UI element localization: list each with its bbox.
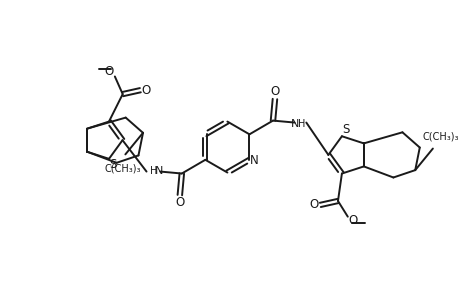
- Text: O: O: [309, 198, 319, 212]
- Text: O: O: [347, 214, 357, 227]
- Text: S: S: [341, 123, 349, 136]
- Text: N: N: [155, 166, 163, 176]
- Text: O: O: [270, 85, 279, 98]
- Text: O: O: [141, 84, 151, 97]
- Text: C(CH₃)₃: C(CH₃)₃: [421, 132, 458, 142]
- Text: H: H: [297, 118, 304, 128]
- Text: O: O: [104, 65, 113, 78]
- Text: O: O: [175, 196, 184, 209]
- Text: N: N: [291, 118, 299, 128]
- Text: N: N: [249, 154, 258, 167]
- Text: C(CH₃)₃: C(CH₃)₃: [104, 163, 140, 173]
- Text: H: H: [149, 166, 157, 176]
- Text: S: S: [109, 158, 116, 171]
